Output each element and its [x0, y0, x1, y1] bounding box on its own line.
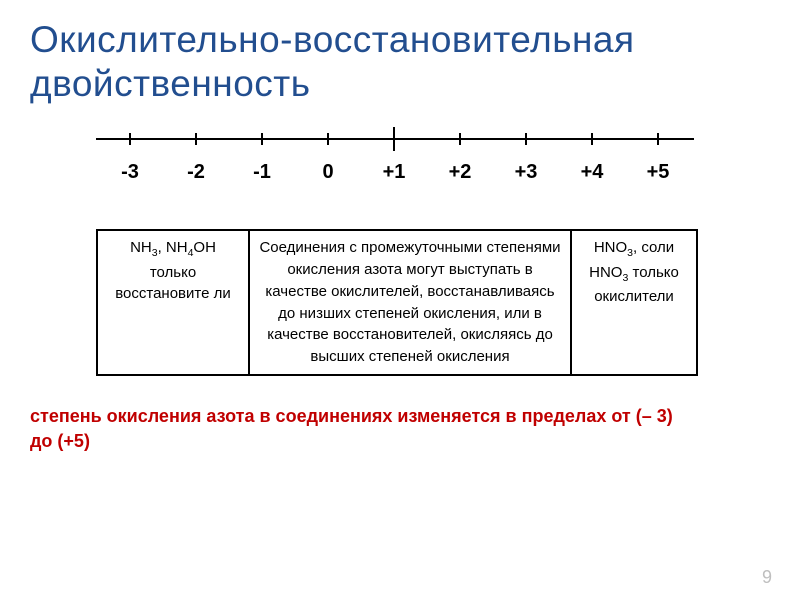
tick-label: +3	[515, 161, 538, 184]
tick-label: +2	[449, 161, 472, 184]
caption-text: степень окисления азота в соединениях из…	[30, 404, 690, 454]
tick-label: -1	[253, 161, 271, 184]
cell-amphoteric: Соединения с промежуточными степенями ок…	[248, 231, 570, 374]
oxidation-states-diagram: -3 -2 -1 0 +1 +2 +3 +4 +5 NH3, NH4OH тол…	[80, 127, 720, 376]
tick-labels: -3 -2 -1 0 +1 +2 +3 +4 +5	[96, 161, 694, 189]
number-line-axis	[96, 127, 694, 161]
tick-label: 0	[322, 161, 333, 184]
tick-label: +5	[647, 161, 670, 184]
slide-title: Окислительно-восстановительная двойствен…	[30, 18, 770, 105]
tick-label: +1	[383, 161, 406, 184]
brace-oxidizers	[644, 189, 684, 229]
cell-oxidizers: HNO3, соли HNO3 только окислители	[570, 231, 696, 374]
brace-amphoteric	[184, 189, 602, 229]
oxidation-states-table: NH3, NH4OH только восстановите ли Соедин…	[96, 229, 698, 376]
tick-label: -2	[187, 161, 205, 184]
brace-reducers	[110, 189, 150, 229]
tick-label: -3	[121, 161, 139, 184]
brace-row	[96, 189, 694, 229]
slide: Окислительно-восстановительная двойствен…	[0, 0, 800, 600]
cell-reducers: NH3, NH4OH только восстановите ли	[98, 231, 248, 374]
tick-label: +4	[581, 161, 604, 184]
page-number: 9	[762, 567, 772, 588]
